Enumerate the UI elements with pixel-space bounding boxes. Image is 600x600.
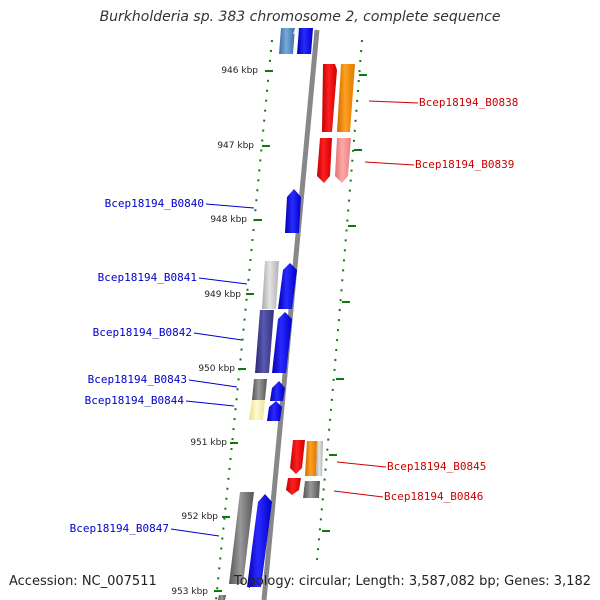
ruler-label: 947 kbp xyxy=(217,141,254,151)
gene-label[interactable]: Bcep18194_B0842 xyxy=(93,326,192,339)
ruler-label: 952 kbp xyxy=(181,512,218,522)
gene-B0841[interactable] xyxy=(262,261,279,309)
gene-B0839[interactable] xyxy=(317,138,332,183)
inner-major-ticks xyxy=(214,70,273,592)
accession-text: Accession: NC_007511 xyxy=(9,574,157,589)
gene-B0842-pair[interactable] xyxy=(272,312,292,373)
leader-lines-forward xyxy=(333,100,419,498)
gene-partial-top[interactable] xyxy=(279,28,295,54)
gene-B0844-pair[interactable] xyxy=(267,401,282,421)
outer-major-ticks xyxy=(322,74,367,532)
gene-B0846[interactable] xyxy=(286,478,301,495)
outer-tick-track xyxy=(316,39,363,561)
gene-label[interactable]: Bcep18194_B0846 xyxy=(384,490,483,503)
leader-lines-reverse xyxy=(170,203,255,537)
ruler-label: 949 kbp xyxy=(204,290,241,300)
gene-partial-top-white xyxy=(293,28,299,34)
gene-B0840[interactable] xyxy=(285,189,301,233)
summary-text: Topology: circular; Length: 3,587,082 bp… xyxy=(233,574,591,589)
gene-label[interactable]: Bcep18194_B0841 xyxy=(98,271,197,284)
chromosome-backbone xyxy=(261,29,320,600)
gene-B0838-pair[interactable] xyxy=(337,64,355,132)
gene-label[interactable]: Bcep18194_B0847 xyxy=(70,522,169,535)
ruler-label: 950 kbp xyxy=(198,364,235,374)
gene-B0843[interactable] xyxy=(252,379,267,400)
gene-label[interactable]: Bcep18194_B0843 xyxy=(88,373,187,386)
gene-B0847[interactable] xyxy=(229,492,254,584)
ruler-label: 951 kbp xyxy=(190,438,227,448)
gene-B0843-pair[interactable] xyxy=(270,381,285,401)
ruler-label: 948 kbp xyxy=(210,215,247,225)
ruler-label: 953 kbp xyxy=(171,587,208,597)
ruler-label: 946 kbp xyxy=(221,66,258,76)
gene-label[interactable]: Bcep18194_B0838 xyxy=(419,96,518,109)
gene-partial-bottom[interactable] xyxy=(218,595,226,600)
gene-label[interactable]: Bcep18194_B0845 xyxy=(387,460,486,473)
gene-B0842[interactable] xyxy=(255,310,274,373)
gene-label[interactable]: Bcep18194_B0839 xyxy=(415,158,514,171)
gene-B0846-pair[interactable] xyxy=(303,481,320,498)
gene-B0838[interactable] xyxy=(322,64,337,132)
gene-label[interactable]: Bcep18194_B0844 xyxy=(85,394,185,407)
gene-B0845[interactable] xyxy=(290,440,305,474)
inner-tick-track xyxy=(215,39,273,600)
map-title: Burkholderia sp. 383 chromosome 2, compl… xyxy=(99,9,501,25)
gene-B0847-pair[interactable] xyxy=(247,494,272,587)
gene-label[interactable]: Bcep18194_B0840 xyxy=(105,197,204,210)
gene-B0845-pair-grey[interactable] xyxy=(316,441,323,476)
gene-B0845-pair[interactable] xyxy=(305,441,317,476)
gene-B0841-pair[interactable] xyxy=(278,263,297,309)
gene-B0839-pair[interactable] xyxy=(335,138,351,183)
gene-B0844[interactable] xyxy=(249,400,265,420)
gene-partial-top[interactable] xyxy=(297,28,313,54)
